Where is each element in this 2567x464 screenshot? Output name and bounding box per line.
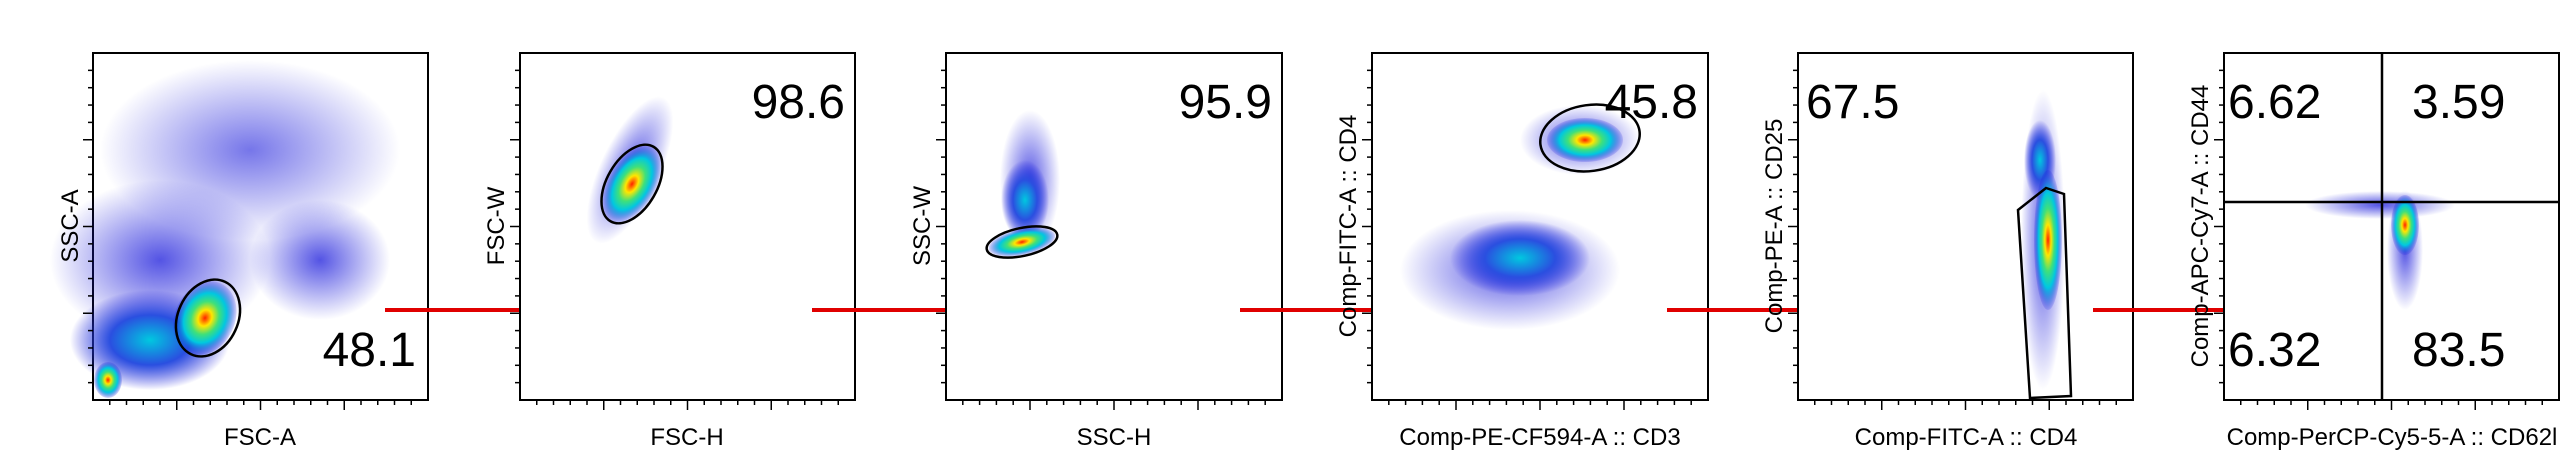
plot-frame <box>945 52 1283 401</box>
gate-cd4-positive <box>1539 103 1641 173</box>
x-axis-label: Comp-FITC-A :: CD4 <box>1855 424 2078 451</box>
x-axis-label: FSC-H <box>650 424 723 451</box>
x-axis-label: FSC-A <box>224 424 296 451</box>
axis-ticks <box>510 69 839 410</box>
panel-4: 45.8 Comp-PE-CF594-A :: CD3 Comp-FITC-A … <box>1335 52 1709 451</box>
quadrant-value-upper-right: 3.59 <box>2412 76 2505 129</box>
gate-cd25-negative <box>2016 186 2073 400</box>
x-axis-label: Comp-PerCP-Cy5-5-A :: CD62l <box>2227 424 2558 451</box>
density-cloud <box>1400 105 1640 330</box>
x-axis-label: Comp-PE-CF594-A :: CD3 <box>1399 424 1680 451</box>
panel-2: 98.6 FSC-H FSC-W <box>483 52 856 451</box>
quadrant-value-upper-left: 6.62 <box>2228 76 2321 129</box>
density-cloud <box>586 96 674 244</box>
axis-ticks <box>936 69 1266 410</box>
density-cloud <box>2305 190 2455 310</box>
axis-ticks <box>2214 69 2543 410</box>
gate-value: 95.9 <box>1179 76 1272 129</box>
y-axis-label: SSC-A <box>57 189 84 262</box>
axis-ticks <box>83 69 412 410</box>
axis-ticks <box>1788 69 2117 410</box>
x-axis-label: SSC-H <box>1077 424 1152 451</box>
plot-frame <box>1797 52 2134 401</box>
density-cloud <box>988 110 1060 257</box>
density-cloud <box>50 60 400 398</box>
panel-5: 67.5 Comp-FITC-A :: CD4 Comp-PE-A :: CD2… <box>1761 52 2134 451</box>
gate-value: 98.6 <box>752 76 845 129</box>
y-axis-label: Comp-PE-A :: CD25 <box>1761 119 1788 334</box>
quadrant-value-lower-right: 83.5 <box>2412 324 2505 377</box>
axis-ticks <box>1362 69 1692 410</box>
gate-value: 45.8 <box>1605 76 1698 129</box>
y-axis-label: Comp-FITC-A :: CD4 <box>1335 115 1362 338</box>
panel-1: 48.1 FSC-A SSC-A <box>50 52 429 451</box>
gate-singlets-ssc <box>985 225 1059 259</box>
gate-value: 48.1 <box>323 324 416 377</box>
density-cloud <box>2021 90 2065 390</box>
panel-3: 95.9 SSC-H SSC-W <box>909 52 1283 451</box>
gate-singlets-fsc <box>600 143 664 225</box>
plot-frame <box>519 52 856 401</box>
y-axis-label: FSC-W <box>483 186 510 265</box>
y-axis-label: Comp-APC-Cy7-A :: CD44 <box>2187 85 2214 368</box>
quadrant-value-lower-left: 6.32 <box>2228 324 2321 377</box>
gate-value: 67.5 <box>1806 76 1899 129</box>
gate-lymphocytes <box>174 278 242 358</box>
y-axis-label: SSC-W <box>909 186 936 266</box>
panel-6: 6.62 3.59 6.32 83.5 Comp-PerCP-Cy5-5-A :… <box>2187 52 2560 451</box>
